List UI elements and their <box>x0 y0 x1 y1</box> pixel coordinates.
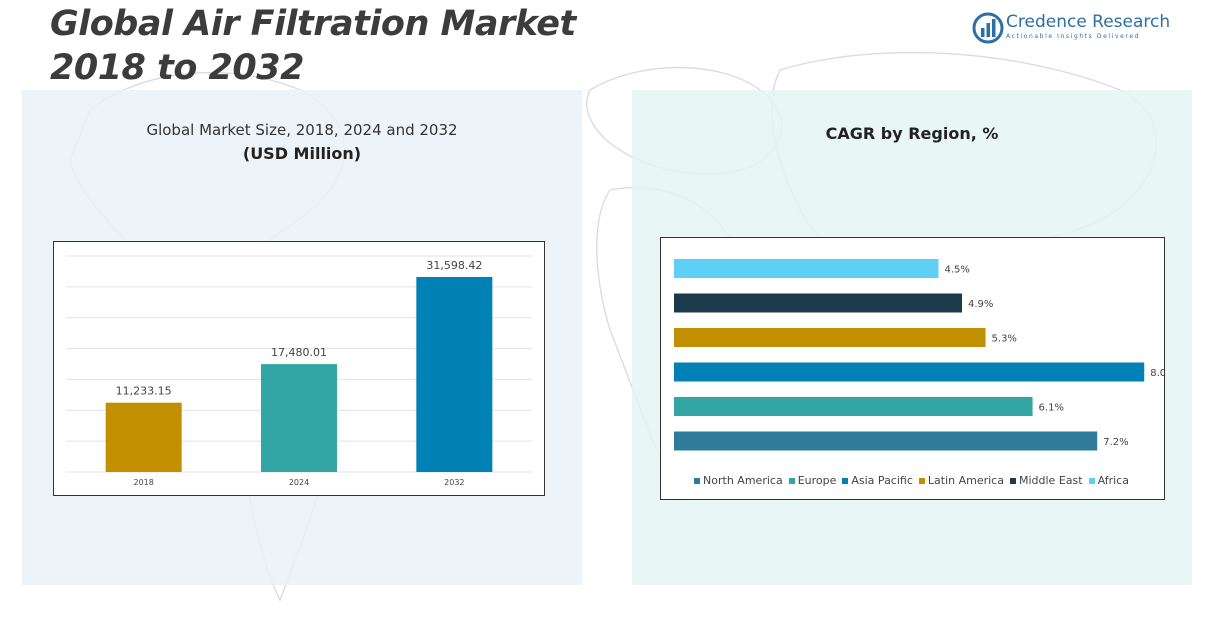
legend-swatch-middle-east <box>1009 478 1016 484</box>
data-label-europe: 6.1% <box>1039 403 1064 414</box>
bar-2032 <box>416 276 493 472</box>
legend-label-asia-pacific: Asia Pacific <box>851 474 913 487</box>
cagr-chart: 4.5% 4.9% 5.3% 8.0% 6.1% 7.2% <box>660 237 1176 500</box>
legend-item-asia-pacific: Asia Pacific <box>842 474 913 487</box>
legend-item-europe: Europe <box>788 474 837 487</box>
legend-label-africa: Africa <box>1097 474 1129 487</box>
bar-africa <box>674 259 939 278</box>
cagr-chart-svg: 4.5% 4.9% 5.3% 8.0% 6.1% 7.2% <box>674 259 1176 451</box>
credence-logo[interactable]: Credence Research Actionable Insights De… <box>972 12 1172 46</box>
legend-item-latin-america: Latin America <box>918 474 1004 487</box>
bar-asia-pacific <box>674 362 1145 382</box>
data-label-2018: 11,233.15 <box>116 385 172 398</box>
bar-2018 <box>105 402 182 472</box>
page-title: Global Air Filtration Market 2018 to 203… <box>50 2 610 90</box>
logo-tagline: Actionable Insights Delivered <box>1006 33 1141 40</box>
legend-swatch-asia-pacific <box>842 478 849 484</box>
legend-item-middle-east: Middle East <box>1009 474 1083 487</box>
legend-swatch-europe <box>788 478 795 484</box>
market-size-chart-svg: 11,233.15 2018 17,480.01 2024 31,598.42 2032 <box>66 255 532 487</box>
data-label-africa: 4.5% <box>945 265 970 276</box>
market-size-chart: 11,233.15 2018 17,480.01 2024 31,598.42 2032 <box>53 241 545 496</box>
legend-label-latin-america: Latin America <box>927 474 1004 487</box>
bar-2024 <box>261 364 337 472</box>
data-label-2024: 17,480.01 <box>271 346 327 359</box>
data-label-latin-america: 5.3% <box>992 334 1017 345</box>
bar-chart-logo-icon <box>972 12 1004 44</box>
market-size-title: Global Market Size, 2018, 2024 and 2032 <box>146 121 458 139</box>
title-line-2: 2018 to 2032 <box>50 48 304 88</box>
legend-swatch-north-america <box>694 478 701 484</box>
market-size-unit: (USD Million) <box>242 144 362 163</box>
data-label-2032: 31,598.42 <box>426 259 482 272</box>
legend-item-north-america: North America <box>694 474 783 487</box>
legend-swatch-latin-america <box>918 478 925 484</box>
legend-label-middle-east: Middle East <box>1018 474 1083 487</box>
title-line-1: Global Air Filtration Market <box>50 4 576 44</box>
tick-label-2018: 2018 <box>133 478 153 487</box>
bar-north-america <box>674 431 1098 451</box>
data-label-asia-pacific: 8.0% <box>1150 368 1164 379</box>
tick-label-2024: 2024 <box>289 478 309 487</box>
tick-label-2032: 2032 <box>444 478 464 487</box>
bar-middle-east <box>674 293 963 313</box>
bar-europe <box>674 397 1033 416</box>
legend-label-north-america: North America <box>703 474 783 487</box>
data-label-middle-east: 4.9% <box>968 299 993 310</box>
data-label-north-america: 7.2% <box>1103 437 1128 448</box>
logo-name: Credence Research <box>1006 12 1171 32</box>
legend-swatch-africa <box>1088 478 1095 484</box>
bar-latin-america <box>674 328 986 347</box>
cagr-legend: North America Europe Asia Pacific Latin Ame… <box>660 474 1163 487</box>
legend-label-europe: Europe <box>797 474 837 487</box>
cagr-title: CAGR by Region, % <box>825 124 999 143</box>
legend-item-africa: Africa <box>1088 474 1129 487</box>
